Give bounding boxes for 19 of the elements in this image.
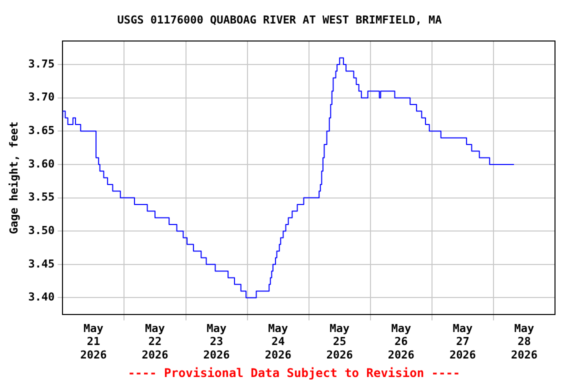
y-tick-label: 3.65 [28,124,55,138]
y-tick-label: 3.40 [28,290,55,304]
text: ---- Provisional Data Subject to Revision ---- [128,366,460,380]
x-tick-label: May 22 2026 [142,322,169,362]
y-tick-label: 3.60 [28,157,55,170]
x-tick-label: May 24 2026 [264,322,292,362]
x-tick-label: May 27 2026 [449,322,476,362]
x-tick-label: May 26 2026 [388,322,415,362]
y-tick-label: 3.75 [28,57,55,70]
y-tick-label: 3.70 [28,90,55,104]
x-tick-label: May 23 2026 [203,322,230,362]
chart-title: USGS 01176000 QUABOAG RIVER AT WEST BRIMFIELD, MA [117,13,442,26]
x-tick-label: May 25 2026 [326,322,354,362]
y-axis-title: Gage height, feet [7,122,20,234]
y-tick-label: 3.55 [28,190,55,204]
y-tick-label: 3.45 [28,257,55,270]
y-tick-label: 3.50 [28,224,55,237]
x-tick-label: May 21 2026 [80,322,108,362]
x-tick-label: May 28 2026 [510,322,538,362]
